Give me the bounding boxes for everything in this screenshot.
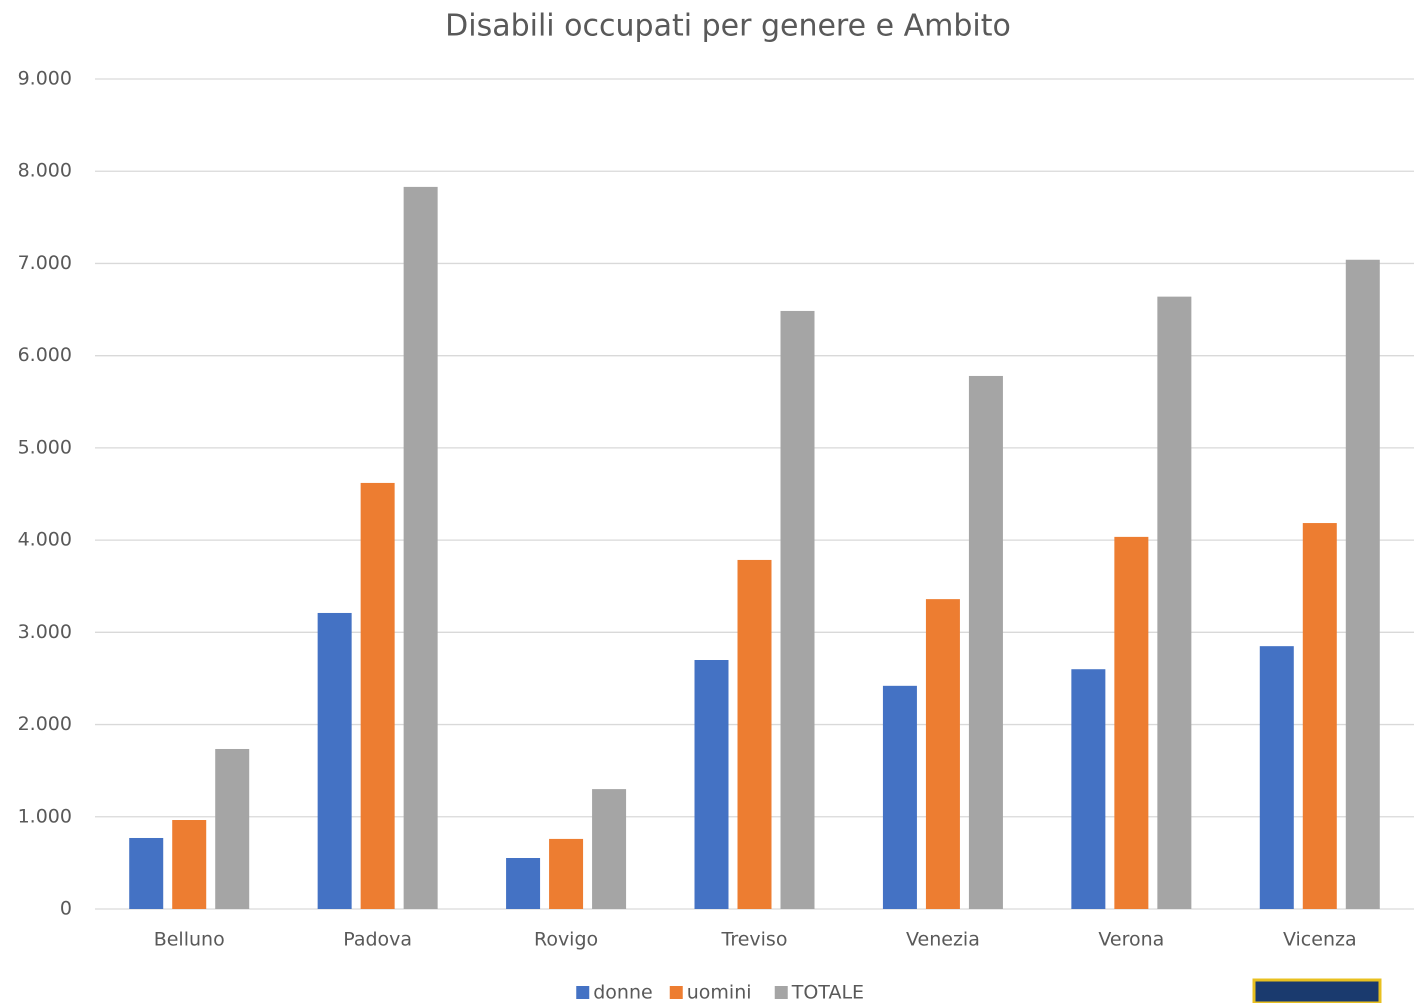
bar xyxy=(215,748,250,909)
bar xyxy=(737,559,772,909)
y-tick-label: 0 xyxy=(60,898,72,920)
bar xyxy=(925,599,960,909)
x-tick-label: Rovigo xyxy=(534,929,598,951)
y-tick-label: 4.000 xyxy=(18,529,72,551)
y-tick-label: 6.000 xyxy=(18,344,72,366)
y-tick-label: 5.000 xyxy=(18,436,72,458)
bar xyxy=(317,612,352,909)
x-tick-label: Padova xyxy=(343,929,412,951)
bar xyxy=(694,660,729,909)
bar xyxy=(1259,646,1294,909)
bar xyxy=(780,310,815,909)
bar xyxy=(1345,259,1380,909)
bar xyxy=(1114,536,1149,909)
legend-swatch xyxy=(576,986,590,999)
y-tick-label: 8.000 xyxy=(18,160,72,182)
y-tick-label: 7.000 xyxy=(18,252,72,274)
x-tick-label: Treviso xyxy=(721,929,788,951)
bar xyxy=(1157,296,1192,910)
bar xyxy=(1302,523,1337,909)
bar xyxy=(403,186,438,909)
corner-image xyxy=(1252,978,1382,1005)
bar xyxy=(882,685,917,909)
legend-label: uomini xyxy=(687,982,752,1004)
bar xyxy=(129,837,164,909)
x-tick-label: Belluno xyxy=(154,929,225,951)
bar xyxy=(506,858,541,909)
bar xyxy=(592,789,627,909)
bar xyxy=(360,482,395,909)
legend-label: donne xyxy=(593,982,652,1004)
chart-title: Disabili occupati per genere e Ambito xyxy=(445,9,1011,44)
y-tick-label: 3.000 xyxy=(18,621,72,643)
x-tick-label: Vicenza xyxy=(1283,929,1357,951)
y-tick-label: 9.000 xyxy=(18,68,72,90)
legend-label: TOTALE xyxy=(791,982,864,1004)
y-tick-label: 1.000 xyxy=(18,805,72,827)
bar xyxy=(549,838,584,909)
x-tick-label: Verona xyxy=(1098,929,1164,951)
legend-swatch xyxy=(774,986,788,999)
x-tick-label: Venezia xyxy=(906,929,980,951)
y-tick-label: 2.000 xyxy=(18,713,72,735)
bar xyxy=(172,820,207,909)
bar xyxy=(1071,669,1106,909)
bar xyxy=(968,375,1003,909)
legend-swatch xyxy=(669,986,683,999)
